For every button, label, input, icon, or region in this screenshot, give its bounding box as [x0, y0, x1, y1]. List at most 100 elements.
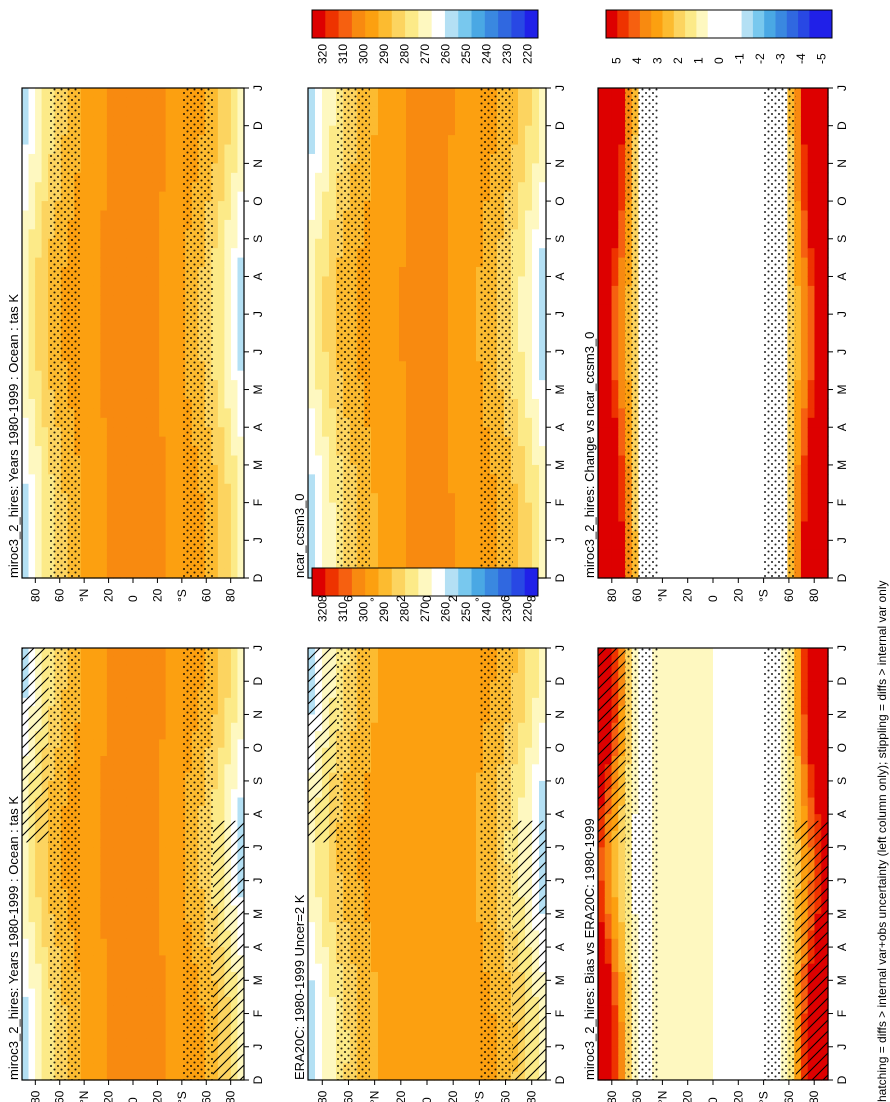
colorbar-label: -3 [774, 53, 788, 64]
colorbar-swatch [628, 10, 641, 38]
lat-tick-label: 0 [126, 595, 140, 602]
lat-tick-label: °N [655, 589, 669, 602]
colorbar-label: 1 [691, 57, 705, 64]
month-tick-label: M [251, 975, 265, 985]
month-tick-label: J [835, 1044, 849, 1050]
panel-title: miroc3_2_hires: Years 1980-1999 : Ocean … [6, 294, 21, 578]
colorbar-swatch [639, 10, 652, 38]
lat-tick-label: 60 [782, 588, 796, 602]
stippling-south [181, 648, 213, 1080]
colorbar-label: 5 [609, 57, 623, 64]
month-tick-label: M [553, 460, 567, 470]
colorbar-label: 250 [459, 44, 473, 64]
colorbar-label: 310 [336, 602, 350, 622]
colorbar-swatch [484, 568, 499, 596]
month-tick-label: F [553, 499, 567, 506]
month-tick-label: J [251, 311, 265, 317]
colorbar-label: 3 [650, 57, 664, 64]
colorbar-swatch [458, 10, 473, 38]
month-tick-label: J [251, 878, 265, 884]
colorbar-label: 250 [459, 602, 473, 622]
lat-tick-label: 80 [807, 588, 821, 602]
lat-tick-label: 80 [224, 588, 238, 602]
colorbar-label: 270 [418, 44, 432, 64]
month-tick-label: F [251, 499, 265, 506]
colorbar-swatch [431, 568, 446, 596]
month-tick-label: O [835, 743, 849, 752]
panel-title: miroc3_2_hires: Change vs ncar_ccsm3_0 [582, 332, 597, 578]
month-tick-label: A [251, 272, 265, 280]
colorbar-swatch [338, 568, 353, 596]
colorbar-swatch [471, 10, 486, 38]
month-tick-label: M [835, 909, 849, 919]
lat-tick-label: 20 [150, 1090, 164, 1102]
colorbar-swatch [444, 10, 459, 38]
month-tick-label: O [251, 743, 265, 752]
month-tick-label: J [251, 349, 265, 355]
colorbar-label: 290 [377, 44, 391, 64]
colorbar-swatch [365, 568, 379, 596]
colorbar-swatch [696, 10, 709, 38]
lat-tick-label: 80 [28, 1090, 42, 1102]
lat-tick-label: 20 [681, 588, 695, 602]
colorbar-swatch [391, 10, 406, 38]
month-tick-label: F [553, 1010, 567, 1017]
panels: 80 60 °N 20 0 20 °S 60 80 D J F M A M J J A S O N D Jmiroc3_2_… [6, 9, 849, 1102]
month-tick-label: S [251, 777, 265, 785]
month-tick-label: O [251, 196, 265, 205]
lat-tick-label: °S [757, 589, 771, 602]
hatching-south [212, 820, 244, 1080]
month-tick-label: J [251, 85, 265, 91]
panel-title: miroc3_2_hires: Bias vs ERA20C: 1980-199… [582, 818, 597, 1080]
colorbar-swatch [524, 10, 539, 38]
month-tick-label: M [835, 975, 849, 985]
month-tick-label: N [251, 710, 265, 719]
month-tick-label: N [553, 159, 567, 168]
lat-tick-label: 0 [706, 1097, 720, 1102]
colorbar-label: 230 [500, 44, 514, 64]
stippling-south [763, 648, 796, 1080]
month-tick-label: D [251, 1075, 265, 1084]
colorbar-label: -4 [794, 53, 808, 64]
colorbar-swatch [809, 10, 822, 38]
colorbar-label: -1 [733, 53, 747, 64]
month-tick-label: F [835, 499, 849, 506]
stippling-north [48, 88, 80, 578]
lat-tick-label: 20 [731, 1090, 745, 1102]
month-tick-label: D [553, 121, 567, 130]
month-tick-label: M [251, 460, 265, 470]
colorbar-label: 300 [356, 44, 370, 64]
colorbar-swatch [719, 10, 731, 38]
lat-tick-label: 20 [446, 1090, 460, 1102]
lat-tick-label: 80 [224, 1090, 238, 1102]
colorbar-swatch [511, 10, 526, 38]
lat-tick-label: °S [175, 589, 189, 602]
colorbar-swatch [418, 568, 433, 596]
lat-tick-label: 0 [126, 1097, 140, 1102]
colorbar-label: 220 [521, 602, 535, 622]
lat-tick-label: 60 [53, 588, 67, 602]
month-tick-label: M [553, 909, 567, 919]
month-tick-label: A [553, 423, 567, 431]
month-tick-label: A [835, 943, 849, 951]
panel-p1: 80 60 °N 20 0 20 °S 60 80 D J F M A M J J A S O N D Jmiroc3_2_… [6, 645, 265, 1102]
month-tick-label: D [835, 677, 849, 686]
stippling-south [763, 88, 796, 578]
month-tick-label: M [251, 385, 265, 395]
colorbar-swatch [418, 10, 433, 38]
lat-tick-label: 20 [102, 1090, 116, 1102]
month-tick-label: D [553, 573, 567, 582]
month-tick-label: N [835, 710, 849, 719]
month-tick-label: D [835, 573, 849, 582]
month-tick-label: A [553, 272, 567, 280]
colorbar-3: 5 4 3 2 1 0 -1 -2 -3 -4 -5 [605, 9, 833, 64]
colorbar-swatch [798, 10, 810, 38]
lat-tick-label: 80 [605, 588, 619, 602]
month-tick-label: J [835, 537, 849, 543]
colorbar-swatch [378, 568, 393, 596]
panel-p5: 80 60 °N 20 0 20 °S 60 80 D J F M A M J J A S O N D Jmiroc3_2_… [582, 645, 849, 1102]
lat-tick-label: 60 [630, 1090, 644, 1102]
colorbar-swatch [752, 10, 765, 38]
lat-tick-label: 20 [150, 588, 164, 602]
